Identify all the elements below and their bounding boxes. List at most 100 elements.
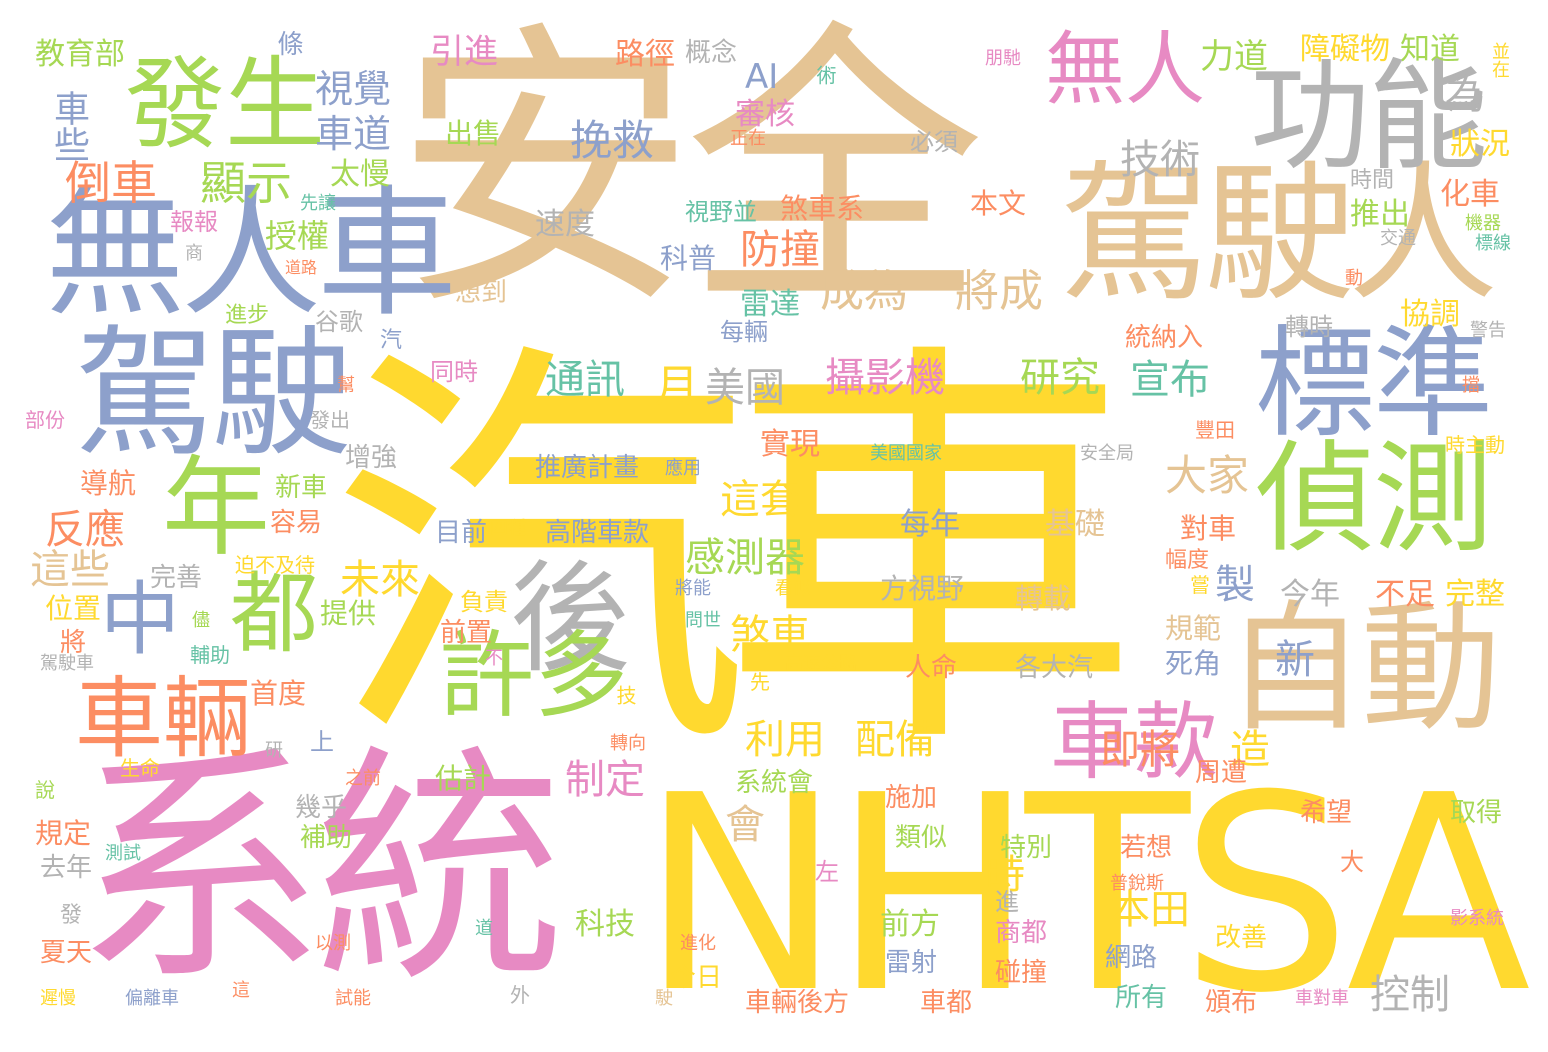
word-cloud-word: 時間 xyxy=(1350,168,1395,193)
word-cloud-word: 化車 xyxy=(1440,177,1500,212)
word-cloud-word: 系統 xyxy=(75,724,565,1015)
word-cloud-word: 負責 xyxy=(460,588,508,616)
word-cloud-word: 視野並 xyxy=(685,198,757,226)
word-cloud-word: 警告 xyxy=(1470,320,1506,341)
word-cloud-word: 狀況 xyxy=(1450,127,1510,162)
word-cloud-word: 技 xyxy=(613,685,637,705)
word-cloud-word: 功能 xyxy=(1250,48,1488,187)
word-cloud-word: NHTSA xyxy=(640,737,1531,1052)
word-cloud-word: 道路 xyxy=(285,258,318,277)
word-cloud-word: 出售 xyxy=(445,117,502,150)
word-cloud-word: 碰撞 xyxy=(995,958,1048,988)
word-cloud-word: 所有 xyxy=(1115,983,1168,1013)
word-cloud-word: 協調 xyxy=(1400,297,1460,332)
word-cloud-word: 安全局 xyxy=(1080,443,1134,464)
word-cloud-word: 不足 xyxy=(1375,577,1435,612)
word-cloud-word: 將能 xyxy=(675,578,711,599)
word-cloud-word: 部份 xyxy=(25,408,65,432)
word-cloud-word: 將 xyxy=(60,628,87,658)
word-cloud-word: 類似 xyxy=(895,823,948,853)
word-cloud-word: 必須 xyxy=(910,128,958,156)
word-cloud-word: 都 xyxy=(230,562,319,665)
word-cloud-word: 容易 xyxy=(270,508,323,538)
word-cloud-word: 首度 xyxy=(250,677,307,710)
word-cloud-word: 前方 xyxy=(880,907,940,942)
word-cloud-word: 正在 xyxy=(730,128,766,149)
word-cloud-word: 機器 xyxy=(1465,213,1501,234)
word-cloud-word: 幫 xyxy=(334,375,355,393)
word-cloud-word: 制定 xyxy=(565,757,645,803)
word-cloud-word: 頒布 xyxy=(1205,988,1258,1018)
word-cloud-word: 並在 xyxy=(1489,42,1510,78)
word-cloud-word: 倒車 xyxy=(65,156,157,210)
word-cloud-word: 這些 xyxy=(30,547,110,593)
word-cloud-word: 先讓 xyxy=(300,193,336,214)
word-cloud-word: 完善 xyxy=(150,563,203,593)
word-cloud-word: 前置 xyxy=(440,618,493,648)
word-cloud-word: 引進 xyxy=(430,32,498,72)
word-cloud-word: 四種 xyxy=(490,518,526,539)
word-cloud-word: 生命 xyxy=(120,756,160,780)
word-cloud-word: 導航 xyxy=(80,467,137,500)
word-cloud-word: 施加 xyxy=(885,783,938,813)
word-cloud-word: 對車 xyxy=(1180,512,1237,545)
word-cloud-word: 科普 xyxy=(660,242,717,275)
word-cloud-word: 中 xyxy=(100,573,180,666)
word-cloud-word: 障礙物 xyxy=(1300,32,1390,67)
word-cloud-word: 推廣計畫 xyxy=(535,453,640,483)
word-cloud-word: 車都 xyxy=(920,988,973,1018)
word-cloud-word: 這套 xyxy=(720,477,800,523)
word-cloud-word: 以測 xyxy=(315,933,351,954)
word-cloud-word: 反應 xyxy=(45,507,125,553)
word-cloud-word: 駛 xyxy=(655,988,673,1009)
word-cloud-word: 控制 xyxy=(1370,972,1450,1018)
word-cloud-word: 不 xyxy=(485,648,503,669)
word-cloud-word: 人命 xyxy=(905,653,958,683)
word-cloud-word: 幾乎 xyxy=(295,793,348,823)
word-cloud-word: 月 xyxy=(655,361,699,412)
word-cloud-word: 谷歌 xyxy=(315,308,363,336)
word-cloud-word: 幅度 xyxy=(1165,548,1210,573)
word-cloud-word: 車些 xyxy=(48,90,89,162)
word-cloud-word: 轉載 xyxy=(1015,582,1072,615)
word-cloud-word: 應用 xyxy=(665,458,701,479)
word-cloud-word: 問世 xyxy=(685,610,721,631)
word-cloud-word: 左 xyxy=(815,858,839,886)
word-cloud-word: 通訊 xyxy=(545,357,625,403)
word-cloud-word: 目前 xyxy=(435,518,488,548)
word-cloud-word: 看似 xyxy=(775,578,811,599)
word-cloud-word: 感測器 xyxy=(685,535,805,581)
word-cloud-word: 規範 xyxy=(1165,612,1222,645)
word-cloud-word: 美國 xyxy=(705,365,785,411)
word-cloud-word: 知道 xyxy=(1400,32,1460,67)
word-cloud-word: 取得 xyxy=(1450,798,1503,828)
word-cloud-word: 車道 xyxy=(315,112,392,156)
word-cloud-word: 今年 xyxy=(1280,577,1340,612)
word-cloud-word: 力道 xyxy=(1200,37,1268,77)
word-cloud-word: 估計 xyxy=(435,762,492,795)
word-cloud-word: 新 xyxy=(1275,637,1315,683)
word-cloud-word: 自動 xyxy=(1225,588,1501,751)
word-cloud-word: 利用 xyxy=(745,717,825,763)
word-cloud-word: 豐田 xyxy=(1195,418,1235,442)
word-cloud-word: 道 xyxy=(475,918,493,939)
word-cloud-word: 影系統 xyxy=(1450,908,1504,929)
word-cloud-word: 本田 xyxy=(1110,887,1190,933)
word-cloud-word: 網路 xyxy=(1105,943,1158,973)
word-cloud-word: 報報 xyxy=(170,208,218,236)
word-cloud-word: 車輛 xyxy=(75,667,252,770)
word-cloud-word: 標線 xyxy=(1475,233,1511,254)
word-cloud-word: 條 xyxy=(273,30,303,56)
word-cloud-word: 每輛 xyxy=(720,318,768,346)
word-cloud-word: 發出 xyxy=(310,408,350,432)
word-cloud-word: 駕駛 xyxy=(75,313,351,476)
word-cloud-word: 防撞 xyxy=(740,227,820,273)
word-cloud-word: 未來 xyxy=(340,557,420,603)
word-cloud-word: 每年 xyxy=(900,507,960,542)
word-cloud-word: 美國國家 xyxy=(870,443,942,464)
word-cloud-word: 成為 xyxy=(820,266,908,317)
word-cloud-word: 朋馳 xyxy=(985,48,1021,69)
word-cloud-word: 進化 xyxy=(680,933,716,954)
word-cloud-word: 會 xyxy=(725,802,765,848)
